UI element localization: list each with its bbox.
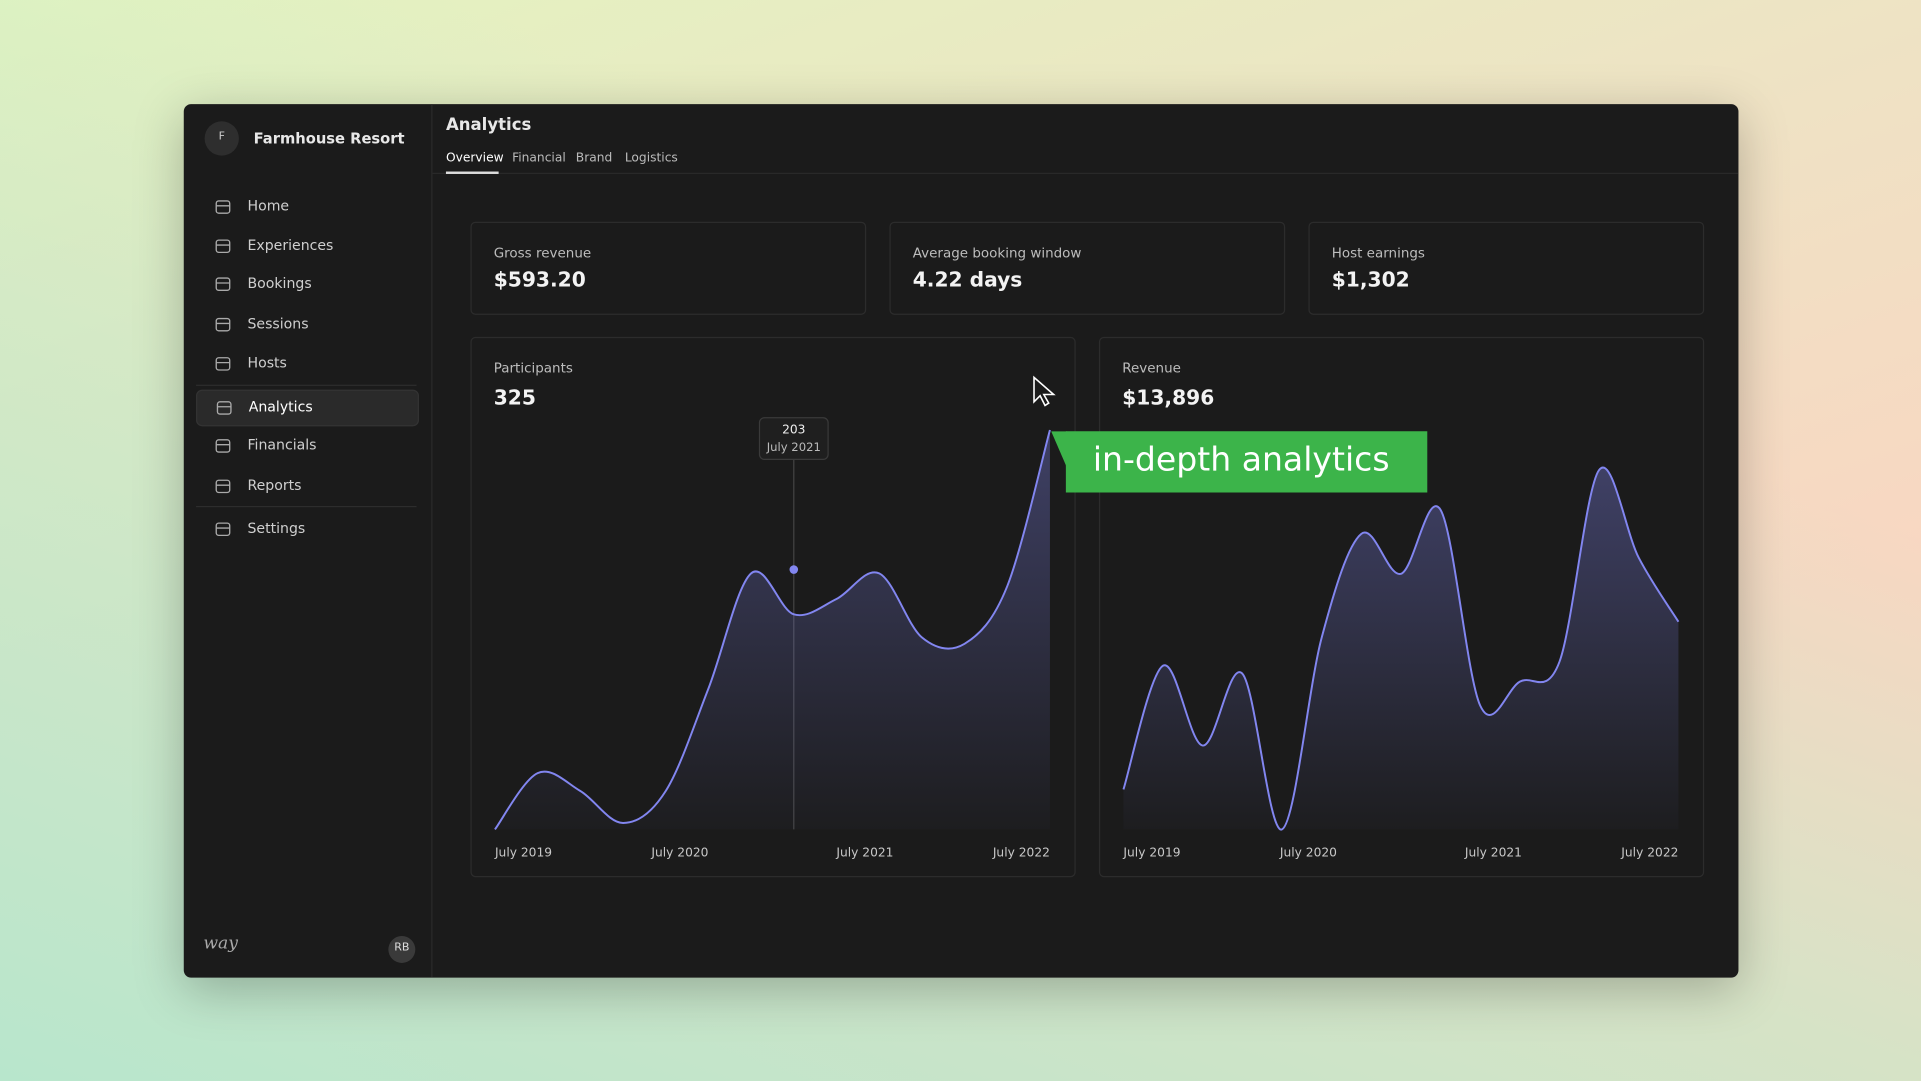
stat-label: Average booking window: [912, 245, 1082, 261]
tab[interactable]: Financial: [512, 151, 566, 166]
icon-shape: [215, 479, 231, 494]
nav-icon: [216, 401, 232, 415]
callout-notch: [1051, 431, 1068, 468]
page-title: Analytics: [445, 115, 532, 135]
nav-icon: [215, 522, 231, 537]
chart-title: Revenue: [1122, 360, 1181, 377]
tooltip-dot: [789, 565, 799, 574]
x-tick-label: July 2022: [1620, 845, 1678, 859]
app-window: F Farmhouse Resort way RB Home Experience…: [183, 104, 1739, 978]
icon-shape: [215, 522, 231, 537]
callout-text: in-depth analytics: [1092, 441, 1390, 480]
user-initials: RB: [394, 942, 410, 955]
nav-label: Bookings: [247, 274, 312, 292]
stat-value: $1,302: [1331, 268, 1410, 292]
header-divider: [432, 172, 1739, 174]
x-tick-label: July 2019: [1122, 845, 1180, 859]
nav-label: Sessions: [247, 314, 309, 333]
org-initial: F: [218, 131, 225, 144]
icon-shape: [215, 277, 231, 292]
chart-card: Participants 325 July 2019 July 2020 July 20…: [470, 336, 1076, 878]
divider: [196, 505, 417, 508]
nav-item[interactable]: Hosts: [196, 347, 417, 381]
sidebar: F Farmhouse Resort way RB Home Experience…: [184, 104, 433, 978]
callout: in-depth analytics: [1051, 431, 1428, 493]
nav-item[interactable]: Reports: [196, 469, 417, 503]
tab[interactable]: Logistics: [624, 151, 678, 166]
nav-item[interactable]: Bookings: [196, 267, 417, 301]
nav-icon: [215, 479, 231, 494]
nav-icon: [215, 277, 231, 292]
tooltip-value: 203: [782, 423, 805, 437]
nav-item[interactable]: Home: [196, 190, 417, 224]
tab[interactable]: Overview: [445, 151, 504, 166]
stat-card: Average booking window 4.22 days: [889, 221, 1286, 315]
area: [1123, 467, 1679, 830]
x-tick-label: July 2019: [494, 845, 552, 859]
tab-underline: [445, 171, 499, 174]
nav-label: Experiences: [247, 236, 334, 254]
line: [494, 429, 1051, 831]
stat-card: Gross revenue $593.20: [470, 221, 867, 315]
icon-shape: [215, 239, 231, 254]
x-tick-label: July 2021: [1464, 845, 1522, 859]
nav-item[interactable]: Financials: [196, 429, 417, 463]
icon-shape: [215, 317, 231, 332]
user-avatar[interactable]: RB: [388, 935, 416, 963]
nav-label: Settings: [247, 519, 306, 537]
org-avatar[interactable]: F: [204, 121, 239, 156]
stat-label: Gross revenue: [493, 245, 592, 261]
icon-shape: [215, 200, 231, 214]
nav-label: Home: [247, 197, 290, 215]
callout-box: in-depth analytics: [1065, 431, 1428, 493]
nav-item[interactable]: Analytics: [196, 389, 419, 427]
nav-label: Analytics: [248, 398, 313, 416]
cursor: [1033, 375, 1056, 407]
stat-label: Host earnings: [1331, 245, 1425, 261]
line: [1122, 466, 1680, 831]
stat-value: $593.20: [493, 268, 586, 292]
stat-card: Host earnings $1,302: [1308, 221, 1705, 315]
nav-item[interactable]: Sessions: [196, 308, 417, 342]
tooltip-box: [758, 417, 829, 461]
stat-value: 4.22 days: [912, 268, 1023, 292]
chart-total: 325: [493, 385, 536, 410]
tooltip-label: July 2021: [766, 440, 821, 454]
tab[interactable]: Brand: [575, 151, 613, 166]
chart-plot: July 2019 July 2020 July 2021 July 2022 203 J…: [494, 417, 1051, 859]
nav-label: Reports: [247, 476, 302, 494]
nav-icon: [215, 439, 231, 453]
chart-title: Participants: [493, 360, 573, 377]
nav-item[interactable]: Experiences: [196, 229, 417, 263]
chart-card: Revenue $13,896 July 2019 July 2020 July 202…: [1098, 336, 1705, 878]
area: [494, 430, 1050, 830]
x-tick-label: July 2022: [992, 845, 1050, 859]
divider: [196, 384, 417, 386]
icon-shape: [215, 439, 231, 453]
nav-icon: [215, 239, 231, 254]
nav-icon: [215, 317, 231, 332]
nav-label: Hosts: [247, 354, 287, 372]
logo: way: [203, 933, 238, 954]
icon-shape: [216, 401, 232, 415]
icon-shape: [215, 357, 231, 371]
x-tick-label: July 2021: [835, 845, 893, 859]
nav-icon: [215, 200, 231, 214]
chart-plot: July 2019 July 2020 July 2021 July 2022: [1122, 466, 1680, 859]
chart-total: $13,896: [1122, 385, 1215, 410]
x-tick-label: July 2020: [1279, 845, 1337, 859]
x-tick-label: July 2020: [650, 845, 708, 859]
nav-label: Financials: [247, 436, 317, 454]
nav-item[interactable]: Settings: [196, 512, 417, 546]
nav-icon: [215, 357, 231, 371]
org-name[interactable]: Farmhouse Resort: [253, 129, 405, 148]
